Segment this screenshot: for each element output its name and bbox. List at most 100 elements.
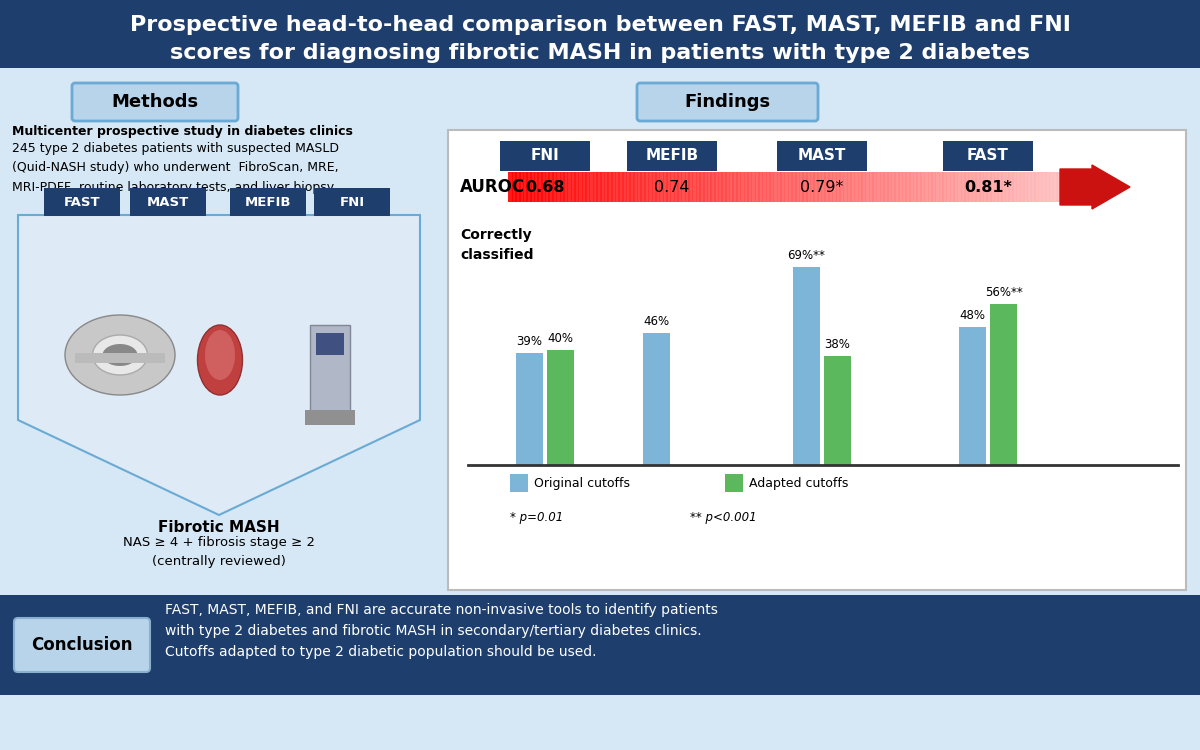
- Bar: [508, 172, 514, 202]
- Bar: [913, 172, 918, 202]
- Bar: [949, 172, 955, 202]
- Bar: [740, 172, 745, 202]
- Bar: [0, 0, 1200, 68]
- Bar: [534, 172, 539, 202]
- Bar: [316, 333, 344, 355]
- Bar: [990, 304, 1018, 465]
- Bar: [928, 172, 932, 202]
- Ellipse shape: [205, 330, 235, 380]
- Bar: [559, 172, 565, 202]
- Bar: [990, 172, 995, 202]
- Text: 46%: 46%: [643, 315, 670, 328]
- Bar: [545, 172, 550, 202]
- Bar: [530, 172, 535, 202]
- Bar: [685, 172, 690, 202]
- Bar: [655, 172, 660, 202]
- Text: 69%**: 69%**: [787, 249, 826, 262]
- Bar: [1016, 172, 1021, 202]
- Bar: [997, 172, 1003, 202]
- FancyBboxPatch shape: [130, 188, 206, 216]
- Ellipse shape: [198, 325, 242, 395]
- Bar: [556, 172, 562, 202]
- Bar: [1045, 172, 1050, 202]
- FancyBboxPatch shape: [314, 188, 390, 216]
- Bar: [523, 172, 528, 202]
- Bar: [710, 172, 715, 202]
- Bar: [604, 172, 608, 202]
- Bar: [634, 172, 638, 202]
- Bar: [732, 172, 738, 202]
- Bar: [961, 172, 966, 202]
- Bar: [854, 172, 859, 202]
- Bar: [935, 172, 940, 202]
- Bar: [725, 172, 731, 202]
- Bar: [586, 172, 590, 202]
- Text: FAST: FAST: [64, 196, 101, 208]
- Text: Methods: Methods: [112, 93, 198, 111]
- Bar: [791, 172, 797, 202]
- Bar: [793, 267, 820, 465]
- FancyBboxPatch shape: [943, 141, 1033, 171]
- Bar: [0, 595, 1200, 695]
- Bar: [956, 172, 962, 202]
- FancyArrow shape: [1060, 165, 1130, 209]
- Text: ** p<0.001: ** p<0.001: [690, 512, 757, 524]
- Bar: [776, 172, 782, 202]
- Bar: [806, 172, 811, 202]
- Bar: [527, 172, 532, 202]
- Bar: [670, 172, 676, 202]
- Bar: [887, 172, 893, 202]
- FancyBboxPatch shape: [230, 188, 306, 216]
- Text: 0.74: 0.74: [654, 179, 690, 194]
- Text: Findings: Findings: [684, 93, 770, 111]
- Bar: [803, 172, 808, 202]
- Bar: [548, 172, 553, 202]
- Bar: [721, 172, 727, 202]
- Bar: [611, 172, 617, 202]
- Bar: [824, 172, 829, 202]
- Text: FAST, MAST, MEFIB, and FNI are accurate non-invasive tools to identify patients
: FAST, MAST, MEFIB, and FNI are accurate …: [166, 603, 718, 659]
- Bar: [773, 172, 778, 202]
- Bar: [846, 172, 852, 202]
- FancyBboxPatch shape: [778, 141, 866, 171]
- Bar: [959, 328, 986, 465]
- Bar: [953, 172, 959, 202]
- Bar: [600, 172, 605, 202]
- Text: scores for diagnosing fibrotic MASH in patients with type 2 diabetes: scores for diagnosing fibrotic MASH in p…: [170, 43, 1030, 63]
- Bar: [714, 172, 719, 202]
- Bar: [673, 172, 679, 202]
- Bar: [614, 172, 620, 202]
- Bar: [648, 172, 653, 202]
- Ellipse shape: [102, 344, 138, 366]
- Text: AUROC: AUROC: [460, 178, 526, 196]
- Bar: [917, 172, 922, 202]
- Bar: [570, 172, 576, 202]
- Bar: [575, 172, 580, 202]
- Bar: [618, 172, 624, 202]
- Bar: [751, 172, 756, 202]
- Bar: [74, 353, 166, 363]
- Bar: [552, 172, 557, 202]
- Bar: [858, 172, 863, 202]
- Bar: [448, 130, 1186, 590]
- Bar: [872, 172, 877, 202]
- Bar: [1056, 172, 1062, 202]
- Bar: [736, 172, 742, 202]
- Bar: [643, 333, 670, 465]
- Bar: [787, 172, 793, 202]
- Bar: [758, 172, 763, 202]
- Bar: [910, 172, 914, 202]
- Bar: [510, 474, 528, 492]
- Text: 0.81*: 0.81*: [964, 179, 1012, 194]
- Bar: [1034, 172, 1039, 202]
- Bar: [725, 474, 743, 492]
- Bar: [810, 172, 815, 202]
- Bar: [842, 172, 848, 202]
- Bar: [869, 172, 874, 202]
- Text: FNI: FNI: [340, 196, 365, 208]
- Text: Correctly
classified: Correctly classified: [460, 228, 534, 262]
- Bar: [677, 172, 683, 202]
- Text: NAS ≥ 4 + fibrosis stage ≥ 2
(centrally reviewed): NAS ≥ 4 + fibrosis stage ≥ 2 (centrally …: [124, 536, 314, 568]
- Text: Multicenter prospective study in diabetes clinics: Multicenter prospective study in diabete…: [12, 125, 353, 138]
- Bar: [766, 172, 770, 202]
